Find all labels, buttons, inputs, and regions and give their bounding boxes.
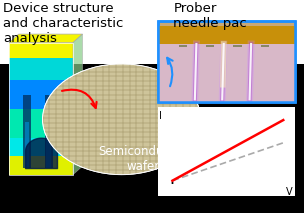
Circle shape xyxy=(43,64,201,175)
Bar xyxy=(9,80,73,109)
Text: Prober
needle pac: Prober needle pac xyxy=(173,2,247,30)
Bar xyxy=(9,58,73,80)
Bar xyxy=(206,45,214,47)
Bar xyxy=(158,21,295,102)
Text: Semiconductor
wafer: Semiconductor wafer xyxy=(98,145,187,173)
Bar xyxy=(178,45,187,47)
Bar xyxy=(9,138,73,156)
Bar xyxy=(25,122,29,168)
Bar xyxy=(9,43,73,58)
Text: Device structure
and characteristic
analysis: Device structure and characteristic anal… xyxy=(3,2,123,45)
Bar xyxy=(45,95,53,168)
Bar xyxy=(23,95,31,168)
Bar xyxy=(9,156,73,175)
Text: I: I xyxy=(158,111,161,121)
Bar xyxy=(158,44,295,102)
Bar xyxy=(0,0,304,64)
Polygon shape xyxy=(9,34,82,43)
Bar xyxy=(9,109,73,138)
Bar xyxy=(233,45,241,47)
Bar xyxy=(0,0,85,213)
Polygon shape xyxy=(73,34,82,175)
Bar xyxy=(158,106,295,196)
Bar xyxy=(9,43,73,175)
Bar xyxy=(158,26,295,44)
Bar xyxy=(158,21,295,102)
Text: V: V xyxy=(285,187,292,197)
Bar xyxy=(261,45,269,47)
Bar xyxy=(47,122,51,168)
